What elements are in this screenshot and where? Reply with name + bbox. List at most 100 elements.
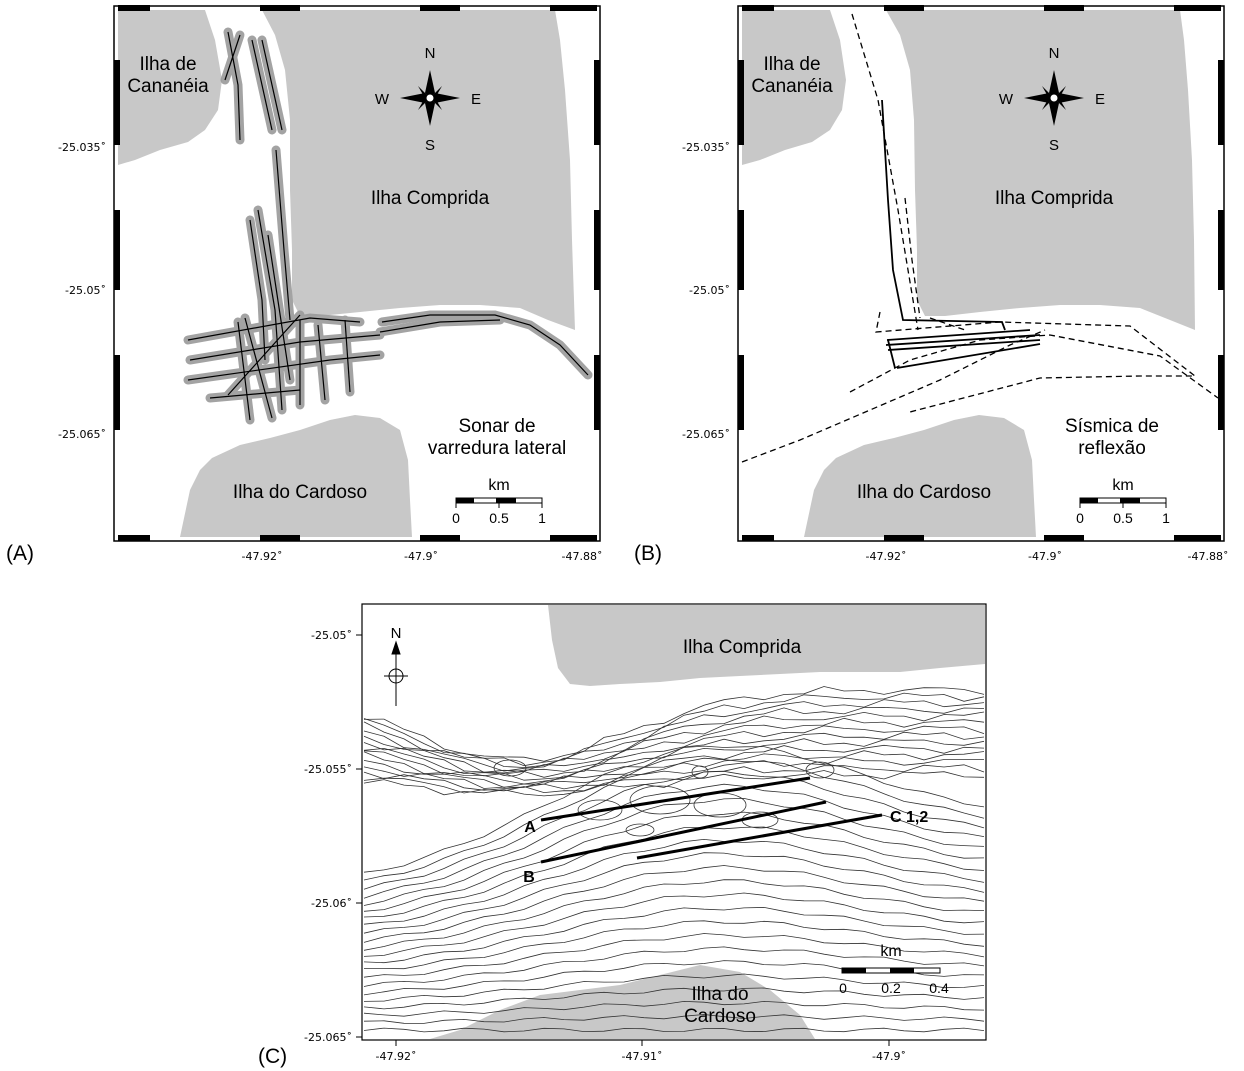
contour-line <box>363 699 985 768</box>
panel-b-xtick-0: -47.92˚ <box>866 550 907 563</box>
panel-c-profile-lines <box>540 776 883 864</box>
panel-c-north-arrow-icon <box>384 640 408 706</box>
panel-b-compass-e: E <box>1095 91 1105 108</box>
panel-c-scale-0: 0 <box>839 980 847 996</box>
panel-b-xtick-1: -47.9˚ <box>1028 550 1062 563</box>
contour-line <box>363 770 985 890</box>
panel-a-xtick-1: -47.9˚ <box>404 550 438 563</box>
contour-line <box>363 717 985 774</box>
panel-b-ytick-0: -25.035˚ <box>682 141 730 154</box>
panel-b-scale-bar <box>1079 497 1167 508</box>
panel-a-sonar-tracks <box>187 31 589 421</box>
panel-a-scale-1: 0.5 <box>489 510 509 526</box>
contour-line <box>363 770 985 797</box>
panel-c-map: A B C 1,2 N Ilha Comprida Ilha do Cardos… <box>304 603 987 1063</box>
contour-line <box>363 906 985 964</box>
panel-b-compass-s: S <box>1049 137 1059 154</box>
panel-b-label-comprida: Ilha Comprida <box>995 188 1114 209</box>
contour-line <box>363 757 985 881</box>
contour-line <box>363 892 985 957</box>
contour-line <box>363 852 985 934</box>
panel-b-scale-unit: km <box>1112 477 1133 494</box>
panel-b-label-cardoso: Ilha do Cardoso <box>857 482 991 503</box>
contour-line <box>363 744 985 788</box>
panel-c-label-cardoso-1: Ilha do <box>691 984 748 1005</box>
panel-b-map: N S W E Ilha de Cananéia Ilha Comprida I… <box>682 5 1229 563</box>
contour-line <box>363 946 985 987</box>
panel-c-ytick-2: -25.06˚ <box>311 897 352 910</box>
contour-line <box>363 1027 985 1033</box>
contour-line <box>363 987 985 1010</box>
panel-b-label-cananeia-1: Ilha de <box>763 54 820 75</box>
panel-c-scale-unit: km <box>880 943 901 960</box>
contour-line <box>363 738 985 785</box>
panel-b-scale-2: 1 <box>1162 510 1170 526</box>
panel-b-xtick-2: -47.88˚ <box>1188 550 1229 563</box>
panel-c-scale-2: 0.4 <box>929 980 949 996</box>
panel-b-land-cardoso <box>804 415 1036 537</box>
contour-line <box>363 879 985 951</box>
panel-a-ytick-0: -25.035˚ <box>58 141 106 154</box>
panel-c-scale-1: 0.2 <box>881 980 901 996</box>
contour-line <box>363 838 985 925</box>
panel-b-land-cananeia <box>742 10 846 165</box>
contour-line <box>363 973 985 1002</box>
panel-c-profile-c: C 1,2 <box>890 809 928 826</box>
contour-closed <box>625 823 655 837</box>
panel-a-label-cananeia-1: Ilha de <box>139 54 196 75</box>
panel-a-land-cardoso <box>180 415 412 537</box>
panel-a-ytick-1: -25.05˚ <box>65 284 106 297</box>
panel-a-map: N S W E Ilha de Cananéia Ilha Comprida I… <box>58 5 603 563</box>
panel-c-land-cardoso <box>430 965 815 1039</box>
panel-b-seismic-solid <box>881 99 1041 369</box>
panel-c-tag: (C) <box>258 1045 287 1068</box>
contour-line <box>363 920 985 970</box>
panel-b-label-cananeia-2: Cananéia <box>751 76 833 97</box>
contour-line <box>363 731 985 781</box>
contour-closed <box>805 761 835 779</box>
panel-c-ytick-1: -25.055˚ <box>304 763 352 776</box>
panel-a-compass-w: W <box>375 91 390 108</box>
panel-c-ytick-0: -25.05˚ <box>311 629 352 642</box>
panel-a-compass-n: N <box>425 45 436 62</box>
panel-c-label-cardoso-2: Cardoso <box>684 1006 756 1027</box>
contour-line <box>363 750 985 789</box>
contour-line <box>363 757 985 791</box>
contour-line <box>363 692 985 767</box>
panel-a-label-comprida: Ilha Comprida <box>371 188 490 209</box>
panel-a-compass-e: E <box>471 91 481 108</box>
panel-a-xtick-0: -47.92˚ <box>242 550 283 563</box>
panel-a-label-cardoso: Ilha do Cardoso <box>233 482 367 503</box>
panel-a-land-comprida <box>262 10 575 330</box>
panel-b-land-comprida <box>886 10 1195 330</box>
panel-c-land-comprida <box>548 605 985 686</box>
panel-c-label-comprida: Ilha Comprida <box>683 637 802 658</box>
panel-b-ytick-2: -25.065˚ <box>682 428 730 441</box>
contour-line <box>363 811 985 912</box>
contour-line <box>363 797 985 906</box>
panel-b-compass-rose-icon <box>1024 70 1084 126</box>
panel-a-scale-unit: km <box>488 477 509 494</box>
panel-b-scale-0: 0 <box>1076 510 1084 526</box>
panel-c-profile-b: B <box>523 869 535 886</box>
panel-a-caption-2: varredura lateral <box>428 438 566 459</box>
panel-a-land-cananeia <box>118 10 222 165</box>
contour-line <box>363 865 985 943</box>
panel-b-scale-1: 0.5 <box>1113 510 1133 526</box>
panel-a-scale-bar <box>455 497 543 508</box>
panel-b-compass-w: W <box>999 91 1014 108</box>
panel-b-caption-2: reflexão <box>1078 438 1146 459</box>
panel-a-xtick-2: -47.88˚ <box>562 550 603 563</box>
panel-a-compass-rose-icon <box>400 70 460 126</box>
panel-b-caption-1: Sísmica de <box>1065 416 1159 437</box>
contour-line <box>363 1014 985 1024</box>
contour-line <box>363 725 985 778</box>
panel-c-north-label: N <box>391 625 402 642</box>
panel-c-bathymetry-contours <box>363 686 985 1033</box>
contour-line <box>363 826 985 918</box>
contour-closed <box>493 759 527 777</box>
contour-line <box>363 933 985 978</box>
panel-a-compass-s: S <box>425 137 435 154</box>
panel-b-compass-n: N <box>1049 45 1060 62</box>
